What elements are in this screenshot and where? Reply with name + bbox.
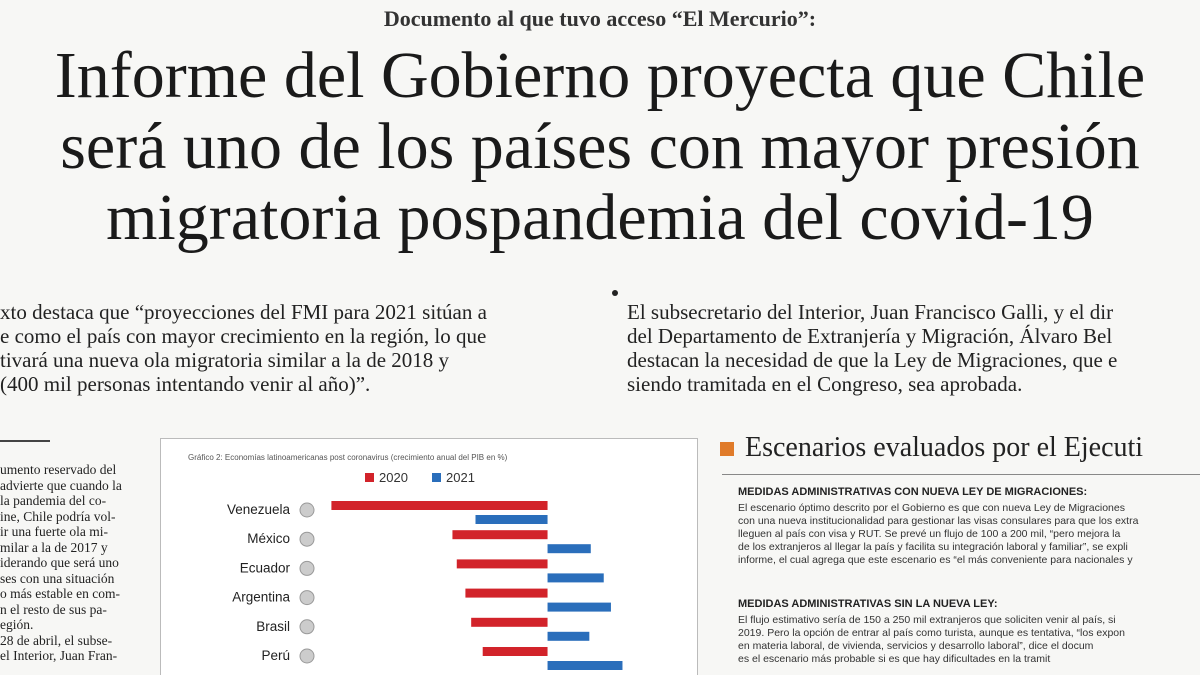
rule	[722, 474, 1200, 475]
text-line: advierte que cuando la	[0, 477, 122, 493]
legend-label: 2021	[446, 470, 475, 485]
bar	[547, 573, 604, 583]
text-line: Informe del Gobierno proyecta que Chile	[54, 39, 1146, 112]
text-line: ine, Chile podría vol-	[0, 508, 116, 524]
text-line: ses con una situación	[0, 570, 115, 586]
text-line: iderando que será uno	[0, 555, 119, 570]
text-line: en materia laboral, de vivienda, servici…	[738, 640, 1094, 652]
text-line: tivará una nueva ola migratoria similar …	[0, 348, 450, 372]
text-line: ir una fuerte ola mi-	[0, 524, 108, 539]
category-label: Perú	[261, 648, 290, 663]
legend-swatch	[432, 473, 441, 482]
flag	[299, 619, 315, 635]
text-line: El subsecretario del Interior, Juan Fran…	[627, 300, 1114, 324]
text-line: 28 de abril, el subse-	[0, 632, 113, 648]
text-line: n el resto de sus pa-	[0, 601, 107, 617]
sidebar-icon	[720, 442, 734, 456]
flag	[299, 560, 315, 576]
bar	[547, 602, 611, 612]
bar	[475, 515, 548, 524]
text-line: egión.	[0, 617, 34, 632]
flag	[299, 531, 315, 547]
legend-label: 2020	[379, 470, 408, 485]
text-line: del Departamento de Extranjería y Migrac…	[627, 324, 1113, 348]
text-line: destacan la necesidad de que la Ley de M…	[627, 348, 1118, 372]
text-line: milar a la de 2017 y	[0, 539, 108, 555]
category-label: Argentina	[232, 590, 290, 605]
bar	[465, 588, 548, 598]
bar	[331, 501, 548, 510]
sidebar-title: Escenarios evaluados por el Ejecuti	[745, 432, 1144, 463]
text-line: e como el país con mayor crecimiento en …	[0, 324, 487, 348]
bar	[471, 617, 548, 627]
text-line: lleguen al país con visa y RUT. Se prevé…	[738, 528, 1121, 540]
text-line: informe, el cual agrega que este escenar…	[738, 554, 1133, 566]
text-line: umento reservado del	[0, 462, 117, 477]
text-line: o más estable en com-	[0, 586, 120, 601]
chart-frame	[160, 438, 698, 675]
text-line: con una nueva institucionalidad para ges…	[738, 515, 1139, 527]
rule	[0, 440, 50, 442]
text-line: xto destaca que “proyecciones del FMI pa…	[0, 300, 487, 324]
text-line: El escenario óptimo descrito por el Gobi…	[738, 502, 1125, 514]
text-line: de los extranjeros al llegar la país y f…	[738, 541, 1128, 553]
sidebar-heading: MEDIDAS ADMINISTRATIVAS SIN LA NUEVA LEY…	[738, 598, 998, 610]
text-line: El flujo estimativo sería de 150 a 250 m…	[738, 614, 1116, 626]
category-label: Brasil	[256, 619, 290, 634]
text-line: el Interior, Juan Fran-	[0, 648, 118, 663]
bar	[456, 559, 548, 569]
flag	[299, 648, 315, 664]
text-line: siendo tramitada en el Congreso, sea apr…	[627, 372, 1023, 396]
text-line: migratoria pospandemia del covid-19	[106, 181, 1094, 254]
kicker: Documento al que tuvo acceso “El Mercuri…	[383, 6, 817, 31]
bar	[547, 661, 623, 670]
bar	[547, 631, 590, 641]
flag	[299, 590, 315, 606]
bullet	[612, 290, 618, 296]
category-label: Ecuador	[240, 560, 291, 575]
bar	[547, 544, 591, 554]
chart-title: Gráfico 2: Economías latinoamericanas po…	[188, 453, 508, 462]
sidebar-heading: MEDIDAS ADMINISTRATIVAS CON NUEVA LEY DE…	[738, 486, 1088, 498]
text-line: será uno de los países con mayor presión	[60, 110, 1140, 183]
category-label: México	[247, 531, 290, 546]
legend-swatch	[365, 473, 374, 482]
category-label: Venezuela	[227, 502, 291, 517]
bar	[482, 647, 548, 656]
chart: Gráfico 2: Economías latinoamericanas po…	[160, 438, 698, 675]
text-line: 2019. Pero la opción de entrar al país c…	[738, 627, 1125, 639]
bar	[452, 530, 548, 540]
text-line: la pandemia del co-	[0, 493, 107, 508]
text-line: (400 mil personas intentando venir al añ…	[0, 372, 371, 396]
flag	[299, 502, 315, 518]
text-line: es el escenario más probable si es que h…	[738, 653, 1051, 665]
